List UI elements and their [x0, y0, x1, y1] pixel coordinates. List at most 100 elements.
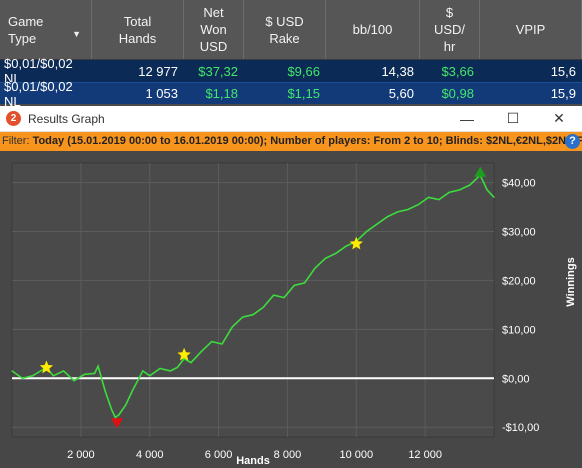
- filter-label: Filter:: [2, 135, 30, 147]
- data-point: [83, 373, 85, 375]
- filter-bar[interactable]: Filter: Today (15.01.2019 00:00 to 16.01…: [0, 132, 582, 151]
- data-point: [242, 316, 244, 318]
- data-point: [111, 409, 113, 411]
- winnings-line: [11, 173, 495, 419]
- table-cell: 15,9: [550, 86, 576, 101]
- chart-area: 2 000 4 000 6 000 8 000 10 000 12 000 -$10,00 $…: [0, 151, 582, 468]
- data-point: [176, 366, 178, 369]
- data-point: [262, 306, 264, 308]
- data-point: [376, 223, 378, 225]
- app-logo-icon: 2: [6, 111, 21, 126]
- minimize-button[interactable]: —: [460, 110, 474, 127]
- data-point: [52, 375, 54, 377]
- column-header-label: bb/100: [352, 22, 393, 37]
- data-point: [231, 326, 233, 328]
- min-marker: [111, 418, 124, 429]
- x-tick-label: 6 000: [205, 449, 233, 461]
- column-header-label: $ USD/ hr: [433, 5, 466, 54]
- data-point: [63, 370, 65, 372]
- data-point: [438, 199, 440, 201]
- star-marker: [349, 236, 363, 250]
- title-bar[interactable]: 2 Results Graph — ☐ ✕: [0, 106, 582, 132]
- column-header[interactable]: bb/100: [326, 0, 420, 59]
- data-point: [159, 367, 161, 370]
- data-point: [131, 389, 134, 392]
- data-point: [118, 414, 120, 416]
- data-point: [417, 203, 419, 206]
- data-point: [252, 314, 254, 316]
- data-point: [11, 370, 13, 372]
- chevron-down-icon[interactable]: ▼: [72, 29, 81, 39]
- data-point: [493, 196, 495, 198]
- data-point: [397, 211, 399, 213]
- column-header-label: Game Type: [8, 13, 44, 46]
- data-point: [486, 189, 488, 191]
- data-point: [149, 375, 151, 377]
- data-point: [125, 404, 127, 406]
- data-point: [32, 375, 34, 377]
- column-header[interactable]: Net Won USD: [184, 0, 244, 59]
- table-row[interactable]: $0,01/$0,02 NL 12 977 $37,32 $9,66 14,38 $3,6…: [0, 56, 582, 86]
- star-marker: [39, 360, 54, 374]
- table-cell: $9,66: [287, 63, 320, 79]
- y-axis-label: Winnings: [565, 257, 577, 306]
- x-tick-label: 2 000: [67, 449, 95, 461]
- table-cell: 15,6: [550, 63, 576, 79]
- data-point: [345, 245, 347, 247]
- data-point: [448, 191, 450, 193]
- data-point: [304, 282, 306, 284]
- stats-table-header: Game Type ▼ Total Hands Net Won USD $ USD Ra…: [0, 0, 582, 60]
- plot-background: [11, 162, 495, 438]
- table-cell: $1,15: [287, 86, 320, 101]
- y-tick-label: $20,00: [502, 275, 536, 287]
- x-tick-label: 4 000: [136, 449, 164, 461]
- maximize-button[interactable]: ☐: [506, 110, 520, 126]
- data-point: [386, 216, 388, 218]
- table-cell: 14,38: [381, 63, 414, 79]
- table-cell: $3,66: [441, 63, 474, 79]
- column-header-label: Total Hands: [118, 13, 157, 46]
- filter-value: Today (15.01.2019 00:00 to 16.01.2019 00…: [32, 135, 582, 147]
- table-cell: $1,18: [205, 86, 238, 101]
- data-point: [335, 252, 337, 255]
- data-point: [211, 340, 213, 343]
- data-point: [469, 184, 471, 186]
- y-tick-label: $10,00: [502, 324, 536, 336]
- data-point: [273, 294, 275, 296]
- help-icon[interactable]: ?: [565, 134, 580, 149]
- table-cell: $0,98: [441, 86, 474, 101]
- column-header[interactable]: Total Hands: [92, 0, 184, 59]
- data-point: [458, 189, 461, 191]
- data-point: [324, 257, 326, 260]
- data-point: [142, 370, 144, 372]
- column-header[interactable]: $ USD/ hr: [420, 0, 480, 59]
- column-header-label: VPIP: [515, 22, 546, 37]
- data-point: [169, 370, 171, 372]
- column-header[interactable]: Game Type ▼: [0, 0, 92, 59]
- max-marker: [474, 166, 487, 177]
- x-tick-label: 10 000: [339, 449, 373, 461]
- data-point: [407, 208, 409, 211]
- data-point: [366, 230, 368, 233]
- table-row[interactable]: $0,01/$0,02 NL 1 053 $1,18 $1,15 5,60 $0,98 15…: [0, 79, 582, 109]
- data-point: [293, 284, 295, 286]
- column-header[interactable]: VPIP: [480, 0, 582, 59]
- data-point: [94, 372, 96, 374]
- table-cell: 5,60: [388, 86, 414, 101]
- y-tick-label: $30,00: [502, 227, 536, 239]
- table-cell: $37,32: [198, 63, 238, 79]
- x-tick-label: 8 000: [274, 449, 302, 461]
- data-point: [21, 377, 23, 379]
- x-tick-label: 12 000: [408, 449, 442, 461]
- data-point: [104, 389, 106, 392]
- data-point: [283, 296, 285, 299]
- close-button[interactable]: ✕: [553, 110, 565, 126]
- x-axis-label: Hands: [236, 455, 270, 467]
- column-header[interactable]: $ USD Rake: [244, 0, 326, 59]
- y-tick-label: -$10,00: [502, 422, 539, 434]
- table-cell: 12 977: [138, 63, 178, 79]
- data-point: [221, 343, 223, 345]
- column-header-label: $ USD Rake: [265, 13, 304, 46]
- y-tick-label: $0,00: [502, 373, 530, 385]
- results-graph-window: 2 Results Graph — ☐ ✕ Filter: Today (15.…: [0, 106, 582, 468]
